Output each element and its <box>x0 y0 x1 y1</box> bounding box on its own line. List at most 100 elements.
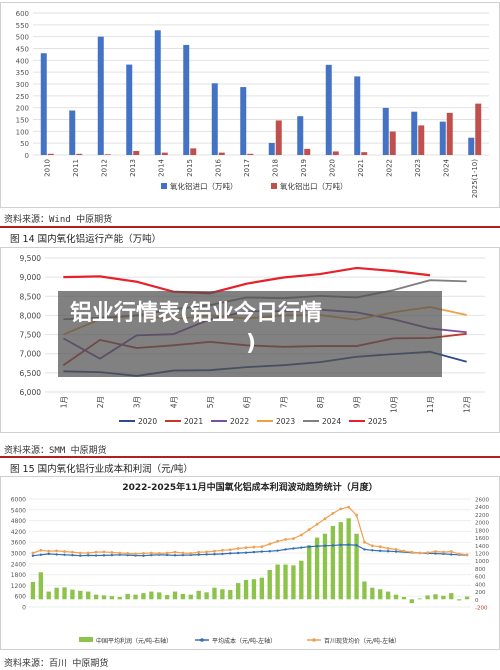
y-left-tick-label: 4800 <box>11 518 26 525</box>
profit-bar <box>70 589 75 600</box>
y-left-tick-label: 3000 <box>11 551 26 558</box>
series-point <box>55 549 59 553</box>
legend-label: 百川现货均价（元/吨-左轴） <box>324 637 400 645</box>
bar-import <box>69 110 76 155</box>
x-tick-label: 4月 <box>169 396 178 408</box>
series-point <box>363 540 366 544</box>
y-tick-label: 6,500 <box>20 369 42 378</box>
bar-import <box>126 64 133 155</box>
series-point <box>300 546 303 549</box>
bar-export <box>446 112 453 155</box>
legend-label: 平均成本（元/吨-左轴） <box>212 637 276 645</box>
series-point <box>102 550 106 554</box>
bar-import <box>97 36 104 155</box>
profit-bar <box>425 595 430 600</box>
bar-import <box>40 53 47 155</box>
series-point <box>150 553 153 557</box>
profit-bar <box>243 580 249 600</box>
y-right-tick-label: 200 <box>475 590 486 596</box>
profit-bar <box>378 589 383 600</box>
bar-import <box>240 87 247 155</box>
series-point <box>441 550 445 554</box>
series-point <box>457 552 461 556</box>
series-point <box>55 553 58 556</box>
profit-bar <box>259 577 265 600</box>
divider-1 <box>0 226 500 228</box>
profit-bar <box>409 599 414 604</box>
x-tick-label: 2018 <box>271 159 279 177</box>
series-point <box>331 512 335 515</box>
series-point <box>370 544 374 548</box>
x-tick-label: 2014 <box>157 158 165 176</box>
bar-export <box>104 154 111 155</box>
profit-bar <box>456 599 462 601</box>
profit-bar <box>101 595 107 600</box>
bar-export <box>361 152 368 155</box>
y-tick-label: 250 <box>16 93 29 101</box>
series-point <box>181 553 185 557</box>
bar-import <box>411 111 418 155</box>
bar-import <box>354 76 361 155</box>
y-tick-label: 350 <box>16 69 29 77</box>
legend-swatch-dot <box>200 638 204 642</box>
bar-export <box>247 153 254 155</box>
legend-label: 中国平均利润（元/吨-右轴） <box>96 637 172 645</box>
series-point <box>118 551 122 555</box>
series-point <box>450 553 453 556</box>
profit-bar <box>62 587 67 600</box>
series-point <box>268 542 272 546</box>
profit-bar <box>204 592 209 600</box>
profit-bar <box>449 593 454 600</box>
series-point <box>244 551 248 554</box>
y-tick-label: 100 <box>16 128 29 136</box>
series-point <box>157 551 161 555</box>
series-point <box>86 554 90 557</box>
legend-label: 氧化铝出口（万吨） <box>280 181 348 191</box>
series-point <box>142 554 145 557</box>
series-point <box>386 550 390 553</box>
series-point <box>197 550 201 554</box>
series-point <box>31 551 35 555</box>
y-right-tick-label: 2600 <box>475 498 489 504</box>
series-point <box>63 553 66 556</box>
figure-15-title: 图 15 国内氧化铝行业成本和利润（元/吨） <box>10 464 193 475</box>
series-point <box>134 552 137 556</box>
y-right-tick-label: 0 <box>475 598 479 604</box>
series-point <box>221 552 224 556</box>
bar-export <box>304 148 311 155</box>
y-right-tick-label: 1000 <box>475 559 489 565</box>
series-point <box>363 548 366 551</box>
bar-export <box>47 153 54 155</box>
series-point <box>394 548 398 551</box>
profit-bar <box>275 564 280 600</box>
series-point <box>252 550 256 554</box>
x-tick-label: 2016 <box>214 158 222 176</box>
x-tick-label: 8月 <box>316 396 325 408</box>
y-left-tick-label: 1800 <box>11 572 26 579</box>
series-point <box>94 550 98 554</box>
y-left-tick-label: 5400 <box>11 507 26 514</box>
profit-bar <box>322 533 328 600</box>
series-point <box>173 554 177 557</box>
x-tick-label: 2023 <box>414 159 422 177</box>
series-point <box>378 545 382 549</box>
bar-import <box>268 142 275 155</box>
series-point <box>228 548 232 552</box>
y-left-tick-label: 2400 <box>11 561 26 568</box>
series-point <box>86 551 90 555</box>
series-point <box>213 549 216 553</box>
series-point <box>299 533 303 537</box>
series-point <box>71 553 74 557</box>
series-point <box>181 551 185 555</box>
x-tick-label: 2021 <box>357 159 365 177</box>
series-point <box>220 548 224 552</box>
profit-bar <box>93 594 99 600</box>
series-point <box>276 539 280 543</box>
series-point <box>410 550 414 554</box>
series-point <box>102 554 106 557</box>
profit-bar <box>180 593 186 600</box>
x-tick-label: 2025(1-10) <box>471 159 479 198</box>
series-point <box>236 551 240 555</box>
series-point <box>268 550 271 553</box>
profit-bar <box>220 589 225 600</box>
